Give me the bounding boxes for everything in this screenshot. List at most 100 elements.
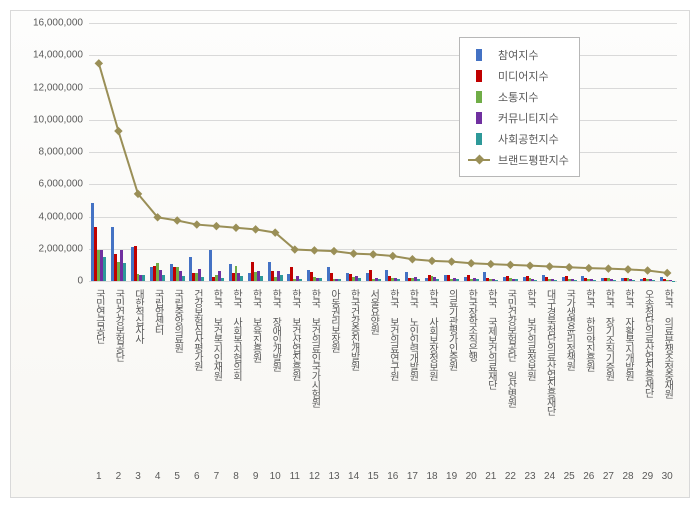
x-category-label: 국가생명윤리정책원 (562, 289, 577, 370)
x-index-label: 24 (544, 471, 555, 482)
x-index-label: 20 (466, 471, 477, 482)
legend-swatch (468, 70, 490, 82)
x-index-label: 11 (290, 471, 300, 482)
line-marker (349, 249, 357, 257)
x-category-label: 한국 장기조직기증원 (601, 289, 616, 380)
x-category-label: 한국 자활복지개발원 (621, 289, 636, 380)
line-marker (624, 265, 632, 273)
x-index-label: 28 (622, 471, 633, 482)
x-category-label: 오송첨단의료산업진흥재단 (640, 289, 655, 397)
line-marker (506, 261, 514, 269)
x-category-label: 국민건강보험공단 일산병원 (503, 289, 518, 407)
x-category-label: 한국 보건의료정보원 (523, 289, 538, 380)
legend-label: 사회공헌지수 (498, 131, 559, 147)
x-category-label: 의료기관평가인증원 (444, 289, 459, 370)
line-marker (526, 261, 534, 269)
line-path (99, 63, 667, 273)
x-category-label: 건강보험심사평가원 (189, 289, 204, 370)
x-index-label: 25 (564, 471, 575, 482)
x-index-label: 21 (485, 471, 496, 482)
x-category-label: 한국 노인인력개발원 (405, 289, 420, 380)
legend-item: 커뮤니티지수 (468, 107, 569, 128)
x-index-label: 10 (270, 471, 281, 482)
line-marker (487, 260, 495, 268)
line-marker (330, 247, 338, 255)
x-category-label: 국립암센터 (150, 289, 165, 334)
x-index-label: 3 (135, 471, 141, 482)
line-marker (447, 257, 455, 265)
x-category-label: 한국 국제보건의료재단 (483, 289, 498, 389)
line-marker (408, 255, 416, 263)
legend-item: 미디어지수 (468, 65, 569, 86)
x-index-label: 4 (155, 471, 161, 482)
line-marker (369, 250, 377, 258)
x-index-label: 1 (96, 471, 102, 482)
legend-item: 소통지수 (468, 86, 569, 107)
legend: 참여지수미디어지수소통지수커뮤니티지수사회공헌지수브랜드평판지수 (459, 37, 580, 177)
line-marker (389, 252, 397, 260)
x-index-label: 7 (214, 471, 220, 482)
x-index-label: 27 (603, 471, 614, 482)
x-index-label: 6 (194, 471, 200, 482)
x-category-label: 국민건강보험공단 (111, 289, 126, 361)
line-marker (251, 225, 259, 233)
legend-swatch (468, 112, 490, 124)
x-category-label: 한국 장애인개발원 (268, 289, 283, 371)
x-category-label: 한국 보건산업진흥원 (287, 289, 302, 380)
line-marker (114, 127, 122, 135)
line-marker (467, 259, 475, 267)
line-marker (545, 262, 553, 270)
legend-item: 브랜드평판지수 (468, 149, 569, 170)
line-marker (95, 59, 103, 67)
x-category-label: 한국 사회보장정보원 (425, 289, 440, 380)
legend-swatch (468, 133, 490, 145)
x-index-label: 14 (348, 471, 359, 482)
x-index-label: 29 (642, 471, 653, 482)
x-category-label: 한국 사회복치협의회 (229, 289, 244, 380)
x-category-label: 한국 의료분쟁조정중재원 (660, 289, 675, 398)
line-marker (585, 264, 593, 272)
line-marker (232, 224, 240, 232)
legend-swatch (468, 91, 490, 103)
legend-item: 사회공헌지수 (468, 128, 569, 149)
legend-item: 참여지수 (468, 44, 569, 65)
x-index-label: 15 (368, 471, 379, 482)
x-index-label: 5 (174, 471, 180, 482)
x-index-label: 19 (446, 471, 457, 482)
line-marker (428, 257, 436, 265)
legend-label: 소통지수 (498, 89, 538, 105)
legend-label: 커뮤니티지수 (498, 110, 559, 126)
legend-label: 브랜드평판지수 (498, 152, 569, 168)
x-index-label: 30 (662, 471, 673, 482)
x-index-label: 18 (426, 471, 437, 482)
x-index-label: 26 (583, 471, 594, 482)
x-index-label: 23 (524, 471, 535, 482)
line-marker (310, 246, 318, 254)
x-category-label: 국민연금공단 (91, 289, 106, 343)
legend-swatch (468, 154, 490, 166)
x-category-label: 한국 한의약진흥원 (581, 289, 596, 371)
x-category-label: 국립중앙의료원 (170, 289, 185, 352)
x-index-label: 2 (116, 471, 122, 482)
line-marker (643, 266, 651, 274)
legend-label: 참여지수 (498, 47, 538, 63)
x-index-label: 8 (233, 471, 239, 482)
x-index-label: 13 (328, 471, 339, 482)
line-marker (173, 216, 181, 224)
line-series-svg (11, 11, 700, 519)
x-index-label: 12 (309, 471, 320, 482)
x-index-label: 22 (505, 471, 516, 482)
legend-label: 미디어지수 (498, 68, 549, 84)
x-category-label: 대한적십자사 (131, 289, 146, 343)
x-index-label: 17 (407, 471, 418, 482)
x-category-label: 대구경북첨단의료산업진흥재단 (542, 289, 557, 415)
line-marker (663, 269, 671, 277)
x-category-label: 아동권리보장원 (327, 289, 342, 352)
x-category-label: 한국 보건복지인재원 (209, 289, 224, 380)
line-marker (604, 264, 612, 272)
line-marker (212, 222, 220, 230)
x-category-label: 한국 보육진흥원 (248, 289, 263, 362)
legend-swatch (468, 49, 490, 61)
x-index-label: 9 (253, 471, 259, 482)
chart-frame: 02,000,0004,000,0006,000,0008,000,00010,… (10, 10, 690, 498)
